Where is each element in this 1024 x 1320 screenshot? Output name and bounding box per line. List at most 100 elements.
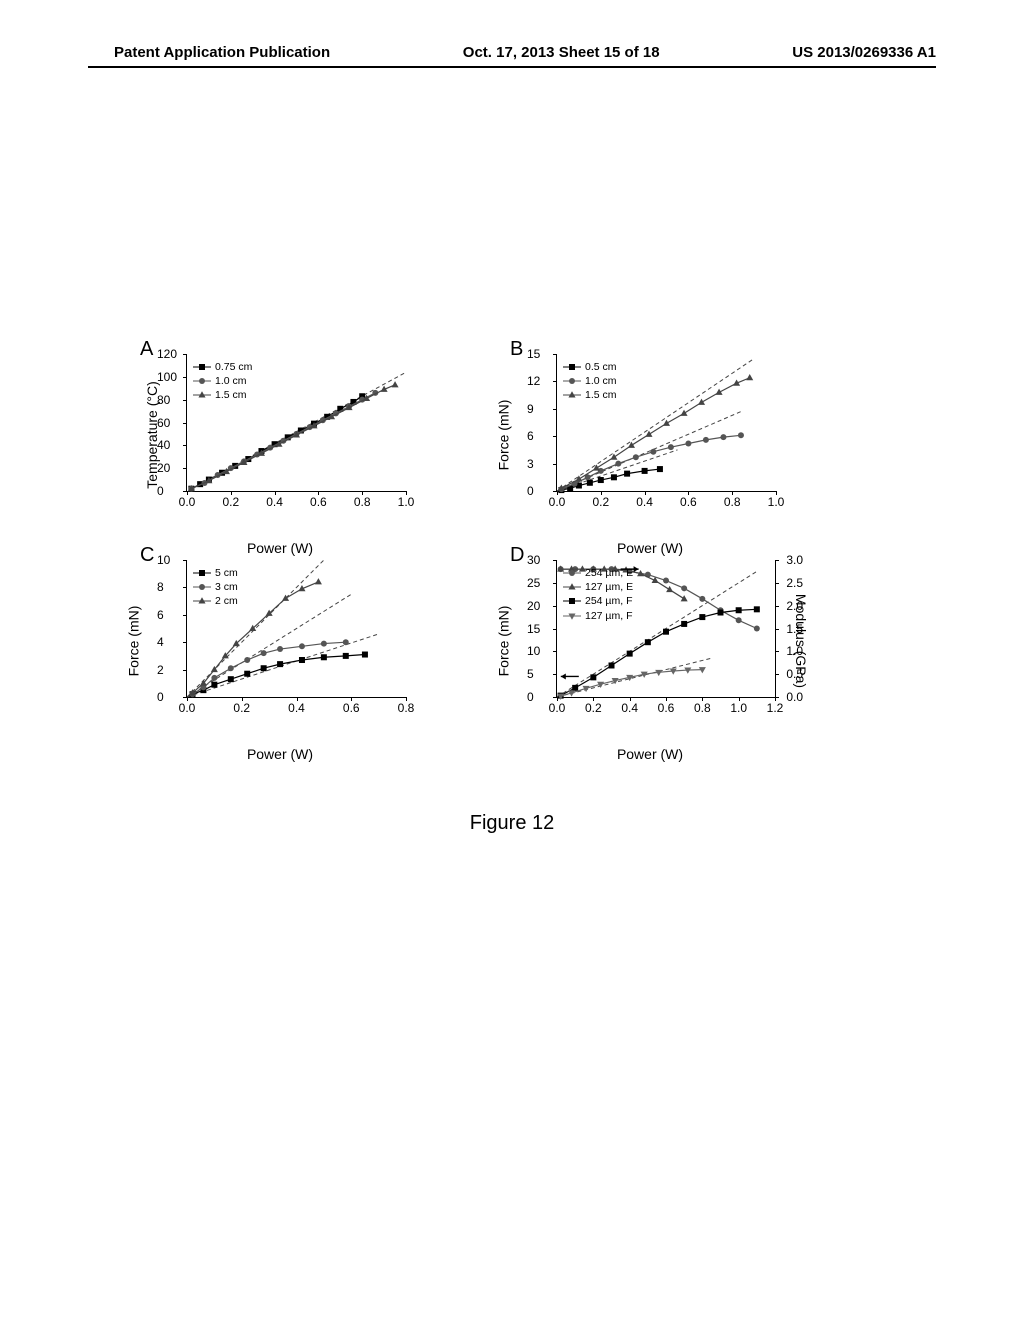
legend-item: 5 cm [193,566,238,580]
legend-item: 2 cm [193,594,238,608]
ytick-label: 30 [527,553,540,567]
ytick-label: 15 [527,622,540,636]
legend-item: 0.5 cm [563,360,617,374]
xtick-label: 0.2 [585,701,602,715]
legend-label: 254 µm, F [585,594,632,608]
xtick-label: 0.4 [621,701,638,715]
panel-c: C Force (mN) Power (W) 02468100.00.20.40… [150,556,504,726]
chart-d: Force (mN) Modulus (GPa) Power (W) 05101… [520,556,780,726]
ytick-label: 0 [527,484,534,498]
chart-c: Force (mN) Power (W) 02468100.00.20.40.6… [150,556,410,726]
plot-area-d: 0510152025300.00.20.40.60.81.01.20.00.51… [556,560,776,698]
plot-area-b: 036912150.00.20.40.60.81.00.5 cm1.0 cm1.… [556,354,776,492]
legend-label: 1.5 cm [585,388,617,402]
legend-label: 5 cm [215,566,238,580]
triangle-icon [563,582,581,592]
page-header: Patent Application Publication Oct. 17, … [0,44,1024,61]
ytick-label: 6 [157,608,164,622]
ytick-label: 10 [527,644,540,658]
chart-b-xlabel: Power (W) [617,540,683,556]
ytick-label: 12 [527,374,540,388]
panel-a: A Temperature (°C) Power (W) 02040608010… [150,350,504,520]
chart-d-xlabel: Power (W) [617,746,683,762]
legend-item: 1.0 cm [563,374,617,388]
header-right: US 2013/0269336 A1 [792,44,936,61]
ytick-label: 15 [527,347,540,361]
triangle-icon [193,390,211,400]
xtick-label: 0.4 [266,495,283,509]
legend: 5 cm3 cm2 cm [193,566,238,609]
ytick-label: 6 [527,429,534,443]
triangle-icon [193,596,211,606]
ytick-label: 5 [527,667,534,681]
ytick-label: 3 [527,457,534,471]
ytick-label: 0 [157,484,164,498]
figure-12: A Temperature (°C) Power (W) 02040608010… [150,350,874,835]
legend-item: 1.5 cm [193,388,252,402]
legend: 254 µm, E127 µm, E254 µm, F127 µm, F [563,566,633,623]
legend-item: 254 µm, E [563,566,633,580]
xtick-label: 0.0 [549,495,566,509]
xtick-label: 0.6 [658,701,675,715]
xtick-label: 1.0 [730,701,747,715]
xtick-label: 0.4 [288,701,305,715]
panel-grid: A Temperature (°C) Power (W) 02040608010… [150,350,874,726]
legend: 0.75 cm1.0 cm1.5 cm [193,360,252,403]
plot-area-c: 02468100.00.20.40.60.85 cm3 cm2 cm [186,560,406,698]
ytick-label: 4 [157,635,164,649]
legend: 0.5 cm1.0 cm1.5 cm [563,360,617,403]
circle-icon [563,568,581,578]
xtick-label: 0.4 [636,495,653,509]
legend-label: 1.0 cm [585,374,617,388]
legend-label: 1.0 cm [215,374,247,388]
legend-label: 0.75 cm [215,360,252,374]
square-icon [193,362,211,372]
ytick-label: 25 [527,576,540,590]
xtick-label: 1.2 [767,701,784,715]
panel-b: B Force (mN) Power (W) 036912150.00.20.4… [520,350,874,520]
xtick-label: 0.0 [179,701,196,715]
ytick-label: 20 [527,599,540,613]
xtick-label: 0.0 [549,701,566,715]
ytick-label: 80 [157,393,170,407]
xtick-label: 0.6 [680,495,697,509]
legend-label: 254 µm, E [585,566,633,580]
legend-label: 3 cm [215,580,238,594]
chart-c-xlabel: Power (W) [247,746,313,762]
xtick-label: 0.0 [179,495,196,509]
legend-item: 1.5 cm [563,388,617,402]
ytick-right-label: 2.0 [786,599,803,613]
ytick-right-label: 1.5 [786,622,803,636]
legend-item: 0.75 cm [193,360,252,374]
legend-label: 0.5 cm [585,360,617,374]
figure-caption: Figure 12 [150,812,874,835]
legend-label: 2 cm [215,594,238,608]
ytick-label: 0 [527,690,534,704]
square-icon [563,362,581,372]
chart-c-ylabel: Force (mN) [125,606,141,677]
plot-area-a: 0204060801001200.00.20.40.60.81.00.75 cm… [186,354,406,492]
xtick-label: 0.6 [343,701,360,715]
xtick-label: 0.2 [592,495,609,509]
xtick-label: 0.2 [222,495,239,509]
circle-icon [193,376,211,386]
square-icon [193,568,211,578]
ytick-label: 40 [157,438,170,452]
legend-item: 127 µm, E [563,580,633,594]
ytick-label: 120 [157,347,177,361]
xtick-label: 0.6 [310,495,327,509]
chart-d-ylabel: Force (mN) [495,606,511,677]
chart-b-ylabel: Force (mN) [495,400,511,471]
circle-icon [193,582,211,592]
chart-b: Force (mN) Power (W) 036912150.00.20.40.… [520,350,780,520]
header-center: Oct. 17, 2013 Sheet 15 of 18 [463,44,660,61]
legend-item: 127 µm, F [563,609,633,623]
xtick-label: 1.0 [398,495,415,509]
header-left: Patent Application Publication [114,44,330,61]
xtick-label: 1.0 [768,495,785,509]
legend-label: 1.5 cm [215,388,247,402]
ytick-right-label: 0.5 [786,667,803,681]
chart-a-xlabel: Power (W) [247,540,313,556]
xtick-label: 0.8 [724,495,741,509]
header-rule [88,66,936,68]
